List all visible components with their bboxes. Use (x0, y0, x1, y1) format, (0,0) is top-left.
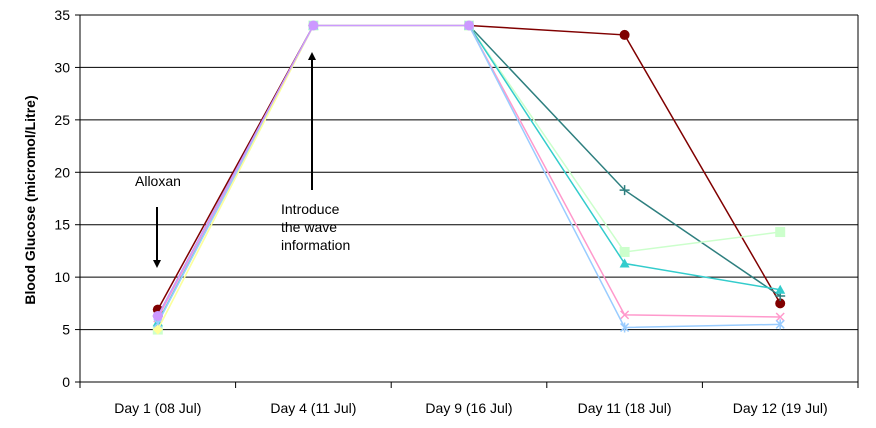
series-2 (152, 20, 786, 321)
x-tick-label: Day 1 (08 Jul) (114, 400, 201, 416)
data-point (775, 298, 786, 309)
data-point (619, 29, 630, 40)
series-line (157, 24, 469, 330)
series-4 (152, 20, 786, 327)
annotation-line: Alloxan (135, 173, 181, 189)
data-point (308, 20, 319, 31)
y-tick-label: 10 (54, 269, 70, 285)
series-line (157, 24, 781, 329)
annotation-line: information (281, 237, 350, 253)
data-point (775, 284, 786, 294)
y-tick-label: 5 (62, 322, 70, 338)
series-line (157, 24, 781, 330)
y-tick-labels: 0 5 10 15 20 25 30 35 (54, 7, 70, 390)
series-line (157, 24, 469, 317)
gridlines (75, 14, 858, 383)
data-point (619, 185, 630, 196)
y-tick-label: 35 (54, 7, 70, 23)
y-tick-label: 20 (54, 164, 70, 180)
x-tick-label: Day 12 (19 Jul) (733, 400, 828, 416)
data-point (775, 227, 786, 238)
annotation-alloxan: Alloxan (135, 173, 181, 189)
annotation-line: Introduce (281, 201, 340, 217)
data-point (775, 319, 785, 330)
y-tick-label: 15 (54, 217, 70, 233)
annotations: Alloxan Introduce the wave information (135, 52, 350, 268)
series-group (152, 20, 786, 335)
annotation-wave: Introduce the wave information (281, 201, 350, 253)
y-tick-label: 0 (62, 374, 70, 390)
data-point (619, 258, 630, 268)
y-axis-title: Blood Glucose (micromol/Litre) (22, 95, 38, 304)
annotation-line: the wave (281, 219, 337, 235)
data-point (464, 20, 474, 31)
series-8 (152, 20, 474, 321)
data-point (152, 324, 163, 335)
data-point (620, 310, 630, 320)
x-tick-label: Day 11 (18 Jul) (578, 400, 672, 416)
series-line (157, 24, 781, 317)
axes (79, 15, 859, 388)
data-point (152, 310, 163, 321)
series-line (157, 24, 781, 311)
data-point (775, 312, 785, 322)
x-tick-label: Day 4 (11 Jul) (270, 400, 356, 416)
x-tick-label: Day 9 (16 Jul) (425, 400, 512, 416)
x-tick-labels: Day 1 (08 Jul) Day 4 (11 Jul) Day 9 (16 Ju… (114, 400, 827, 416)
series-line (157, 24, 781, 323)
series-1 (152, 20, 786, 315)
y-tick-label: 25 (54, 112, 70, 128)
data-point (619, 246, 630, 257)
data-point (620, 322, 630, 333)
y-tick-label: 30 (54, 59, 70, 75)
